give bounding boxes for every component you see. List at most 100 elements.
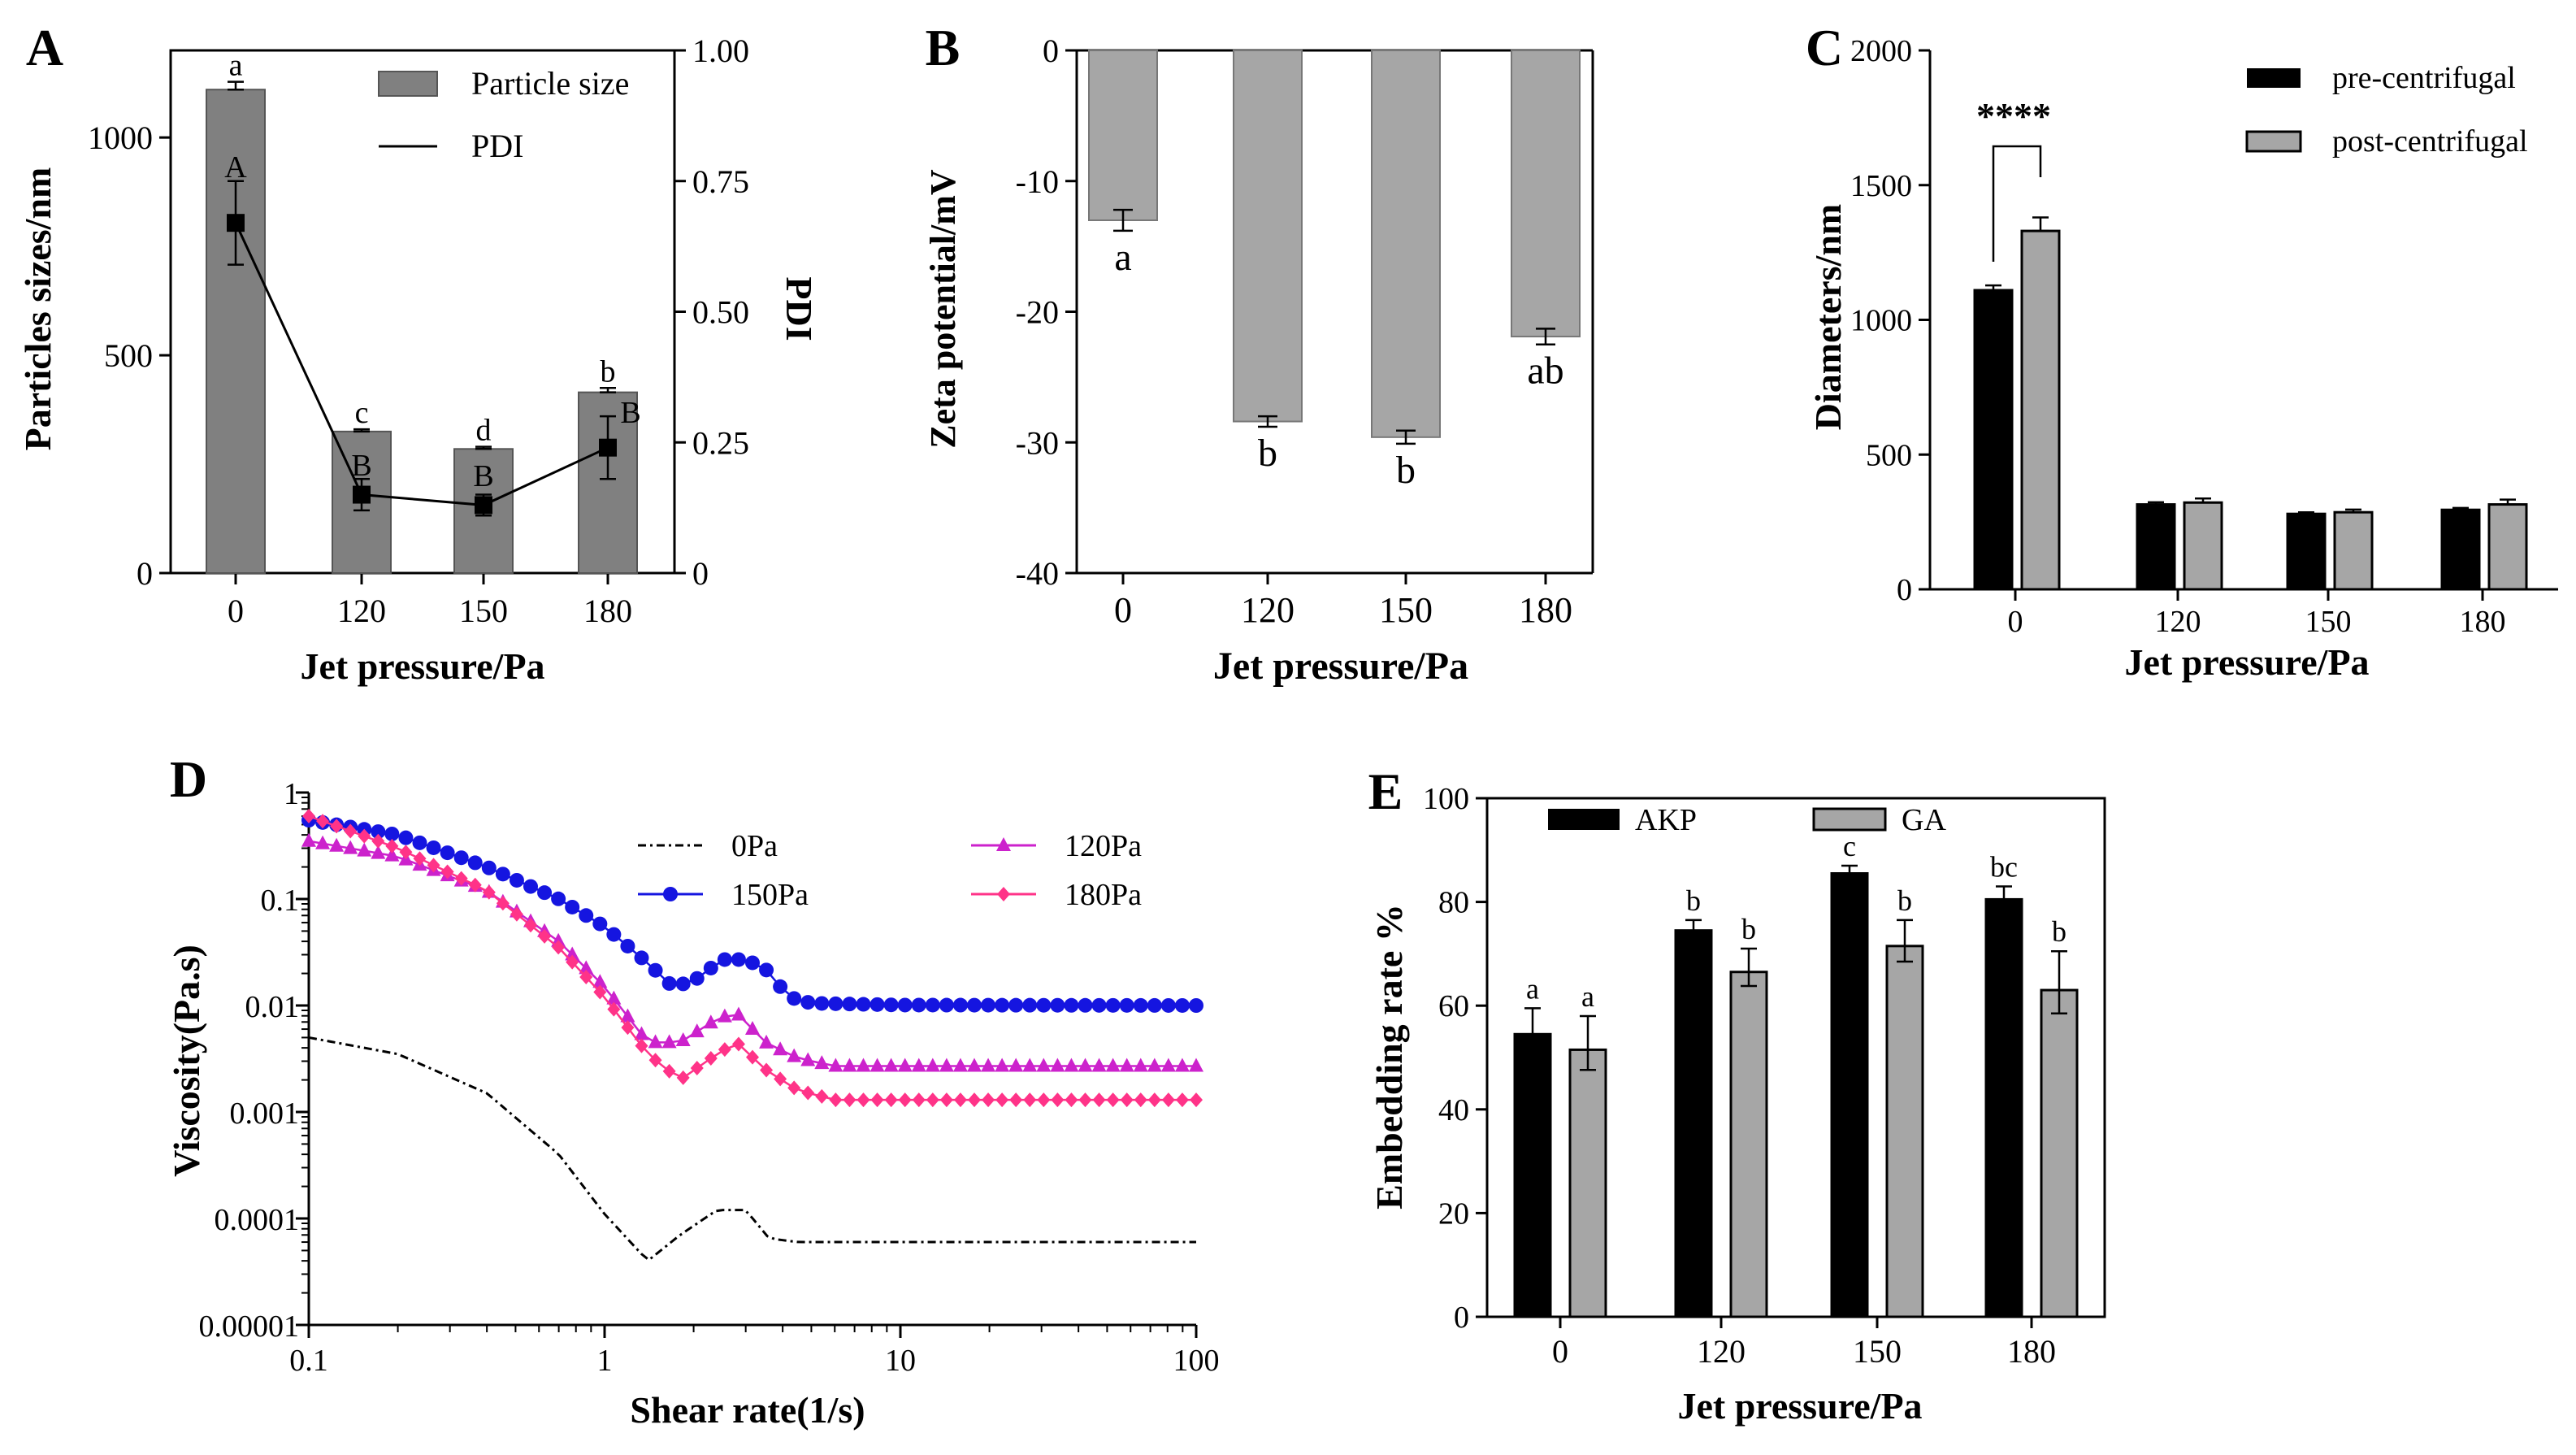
- data-point-circle: [717, 952, 732, 967]
- data-point-diamond: [344, 823, 358, 839]
- x-tick-label: 180: [583, 593, 632, 629]
- data-point-triangle: [939, 1058, 954, 1072]
- data-point-diamond: [704, 1051, 718, 1066]
- data-point-circle: [1078, 997, 1093, 1013]
- data-point-circle: [537, 885, 553, 901]
- data-point-triangle: [800, 1052, 816, 1066]
- data-point-circle: [981, 997, 996, 1013]
- ga-bar: [2040, 988, 2079, 1318]
- data-point-circle: [1064, 997, 1079, 1013]
- data-point-diamond: [1190, 1092, 1203, 1108]
- data-point-triangle: [661, 1034, 677, 1049]
- data-point-circle: [1105, 997, 1121, 1013]
- particle-size-letter: d: [476, 414, 492, 448]
- x-axis-title: Jet pressure/Pa: [2124, 641, 2369, 683]
- diameter-error-bar: [2452, 506, 2469, 511]
- data-point-triangle: [1189, 1058, 1203, 1072]
- data-point-triangle: [870, 1058, 885, 1072]
- data-point-circle: [661, 975, 677, 991]
- x-axis-title: Jet pressure/Pa: [1213, 645, 1468, 688]
- data-point-triangle: [996, 837, 1011, 851]
- particle-size-letter: c: [355, 396, 369, 430]
- data-point-diamond: [718, 1042, 731, 1058]
- y-tick-label: 0: [1454, 1301, 1469, 1335]
- data-point-triangle: [689, 1023, 705, 1038]
- data-point-triangle: [967, 1058, 982, 1072]
- y-tick-label: 0: [1897, 573, 1912, 607]
- data-point-diamond: [939, 1092, 953, 1108]
- data-point-triangle: [592, 974, 608, 988]
- x-tick-label: 100: [1173, 1344, 1220, 1378]
- ga-letter: b: [2052, 915, 2066, 948]
- data-point-circle: [828, 996, 843, 1011]
- data-point-triangle: [856, 1058, 871, 1072]
- legend-item-180pa: 180Pa: [971, 878, 1142, 912]
- x-tick-label: 180: [2007, 1333, 2056, 1370]
- y-tick-label: 0.001: [230, 1097, 300, 1131]
- pdi-letter: B: [351, 449, 371, 483]
- legend-label-ga: GA: [1902, 803, 1946, 837]
- data-point-diamond: [510, 906, 523, 922]
- data-point-diamond: [1051, 1092, 1065, 1108]
- akp-bar: [1513, 1032, 1552, 1318]
- data-point-triangle: [648, 1034, 663, 1049]
- panel-label: C: [1806, 19, 1843, 76]
- data-point-diamond: [454, 871, 468, 886]
- legend-label-pre: pre-centrifugal: [2332, 61, 2516, 95]
- data-point-circle: [1008, 997, 1024, 1013]
- diameter-error-bar: [2148, 501, 2164, 506]
- pre-centrifugal-bar: [2136, 503, 2176, 591]
- zeta-error-bar: [1396, 429, 1416, 445]
- zeta-bar: [1371, 50, 1441, 438]
- data-point-triangle: [1105, 1058, 1121, 1072]
- y-tick-label: 20: [1438, 1197, 1469, 1231]
- embedding-error-bar: [1897, 919, 1913, 963]
- pre-centrifugal-bar: [2440, 508, 2481, 591]
- data-point-triangle: [1008, 1058, 1024, 1072]
- panel-e: E 0 20 40 60 80 100 0 120 150 180 Jet pressure/Pa Em…: [1368, 762, 2106, 1427]
- embedding-error-bar: [1580, 1014, 1596, 1071]
- data-point-circle: [745, 955, 760, 971]
- x-tick-label: 120: [337, 593, 386, 629]
- y-axis-title: Viscosity(Pa.s): [166, 945, 207, 1177]
- embedding-error-bar: [1524, 1007, 1541, 1046]
- data-point-circle: [967, 997, 982, 1013]
- y-tick-label: 1: [284, 777, 299, 811]
- data-point-circle: [856, 997, 871, 1012]
- diameter-error-bar: [2345, 508, 2361, 514]
- diameter-error-bar: [2032, 216, 2049, 232]
- data-point-triangle: [357, 842, 372, 857]
- data-point-circle: [1189, 998, 1203, 1013]
- data-point-diamond: [413, 851, 427, 866]
- series-150pa: [301, 813, 1203, 1013]
- data-point-diamond: [801, 1085, 815, 1101]
- particle-size-error-bar: [228, 80, 244, 91]
- data-point-triangle: [703, 1014, 718, 1029]
- data-point-circle: [897, 997, 913, 1013]
- data-point-circle: [689, 971, 705, 986]
- data-point-triangle: [329, 837, 345, 852]
- data-point-triangle: [1147, 1058, 1162, 1072]
- data-point-circle: [939, 997, 954, 1013]
- data-point-diamond: [997, 887, 1010, 901]
- panel-label: E: [1368, 762, 1403, 820]
- significance-stars: ****: [1976, 95, 2051, 137]
- zeta-error-bar: [1258, 415, 1277, 428]
- data-point-triangle: [897, 1058, 913, 1072]
- diameter-error-bar: [2195, 497, 2211, 504]
- ga-letter: b: [1741, 913, 1756, 945]
- data-point-circle: [412, 835, 427, 850]
- post-centrifugal-bar: [2183, 501, 2223, 591]
- legend-swatch-post: [2245, 130, 2302, 153]
- x-axis-title: Jet pressure/Pa: [1677, 1385, 1922, 1427]
- data-point-triangle: [731, 1006, 746, 1021]
- data-point-diamond: [843, 1092, 856, 1108]
- data-point-triangle: [1078, 1058, 1093, 1072]
- legend-swatch-particle-size: [378, 71, 438, 97]
- legend-label-particle-size: Particle size: [471, 65, 629, 102]
- y2-axis-title: PDI: [778, 276, 820, 341]
- y-tick-label: -20: [1016, 294, 1059, 331]
- data-point-circle: [1147, 997, 1162, 1013]
- zeta-bar: [1233, 50, 1303, 423]
- data-point-circle: [440, 845, 455, 861]
